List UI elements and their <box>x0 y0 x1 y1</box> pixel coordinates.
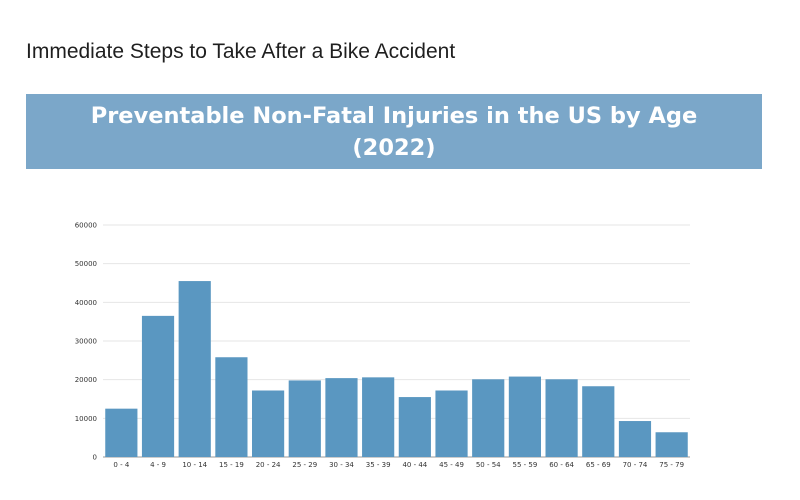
x-tick-label: 35 - 39 <box>366 461 391 469</box>
bar <box>252 390 285 457</box>
bar <box>545 379 578 457</box>
bar <box>215 357 248 457</box>
y-tick-label: 10000 <box>75 415 97 423</box>
y-tick-label: 0 <box>93 454 97 462</box>
x-tick-label: 55 - 59 <box>513 461 538 469</box>
bar <box>288 380 321 457</box>
x-tick-label: 70 - 74 <box>623 461 648 469</box>
bar <box>325 378 358 457</box>
bar <box>655 432 688 457</box>
y-tick-label: 60000 <box>75 222 97 230</box>
bar <box>435 390 468 457</box>
bar <box>362 377 395 457</box>
y-tick-label: 30000 <box>75 338 97 346</box>
bar <box>472 379 505 457</box>
y-tick-label: 50000 <box>75 260 97 268</box>
bar <box>398 397 431 457</box>
x-tick-label: 15 - 19 <box>219 461 244 469</box>
x-tick-label: 60 - 64 <box>549 461 574 469</box>
x-tick-label: 50 - 54 <box>476 461 501 469</box>
chart-title: Preventable Non-Fatal Injuries in the US… <box>90 102 698 129</box>
x-tick-label: 4 - 9 <box>150 461 166 469</box>
chart-subtitle-year: (2022) <box>352 134 436 161</box>
y-tick-label: 20000 <box>75 376 97 384</box>
bar <box>618 421 652 457</box>
bar <box>582 386 615 457</box>
x-tick-label: 30 - 34 <box>329 461 354 469</box>
x-tick-label: 40 - 44 <box>402 461 427 469</box>
bar <box>178 281 211 457</box>
x-tick-label: 25 - 29 <box>292 461 317 469</box>
bar <box>105 408 138 457</box>
x-tick-label: 75 - 79 <box>659 461 684 469</box>
page-heading: Immediate Steps to Take After a Bike Acc… <box>26 40 456 63</box>
x-tick-label: 20 - 24 <box>256 461 281 469</box>
x-tick-label: 45 - 49 <box>439 461 464 469</box>
bar <box>141 315 175 457</box>
y-tick-label: 40000 <box>75 299 97 307</box>
x-tick-label: 10 - 14 <box>182 461 207 469</box>
chart-title-banner: Preventable Non-Fatal Injuries in the US… <box>26 94 762 169</box>
x-tick-label: 65 - 69 <box>586 461 611 469</box>
x-tick-label: 0 - 4 <box>113 461 129 469</box>
bar <box>508 376 541 457</box>
